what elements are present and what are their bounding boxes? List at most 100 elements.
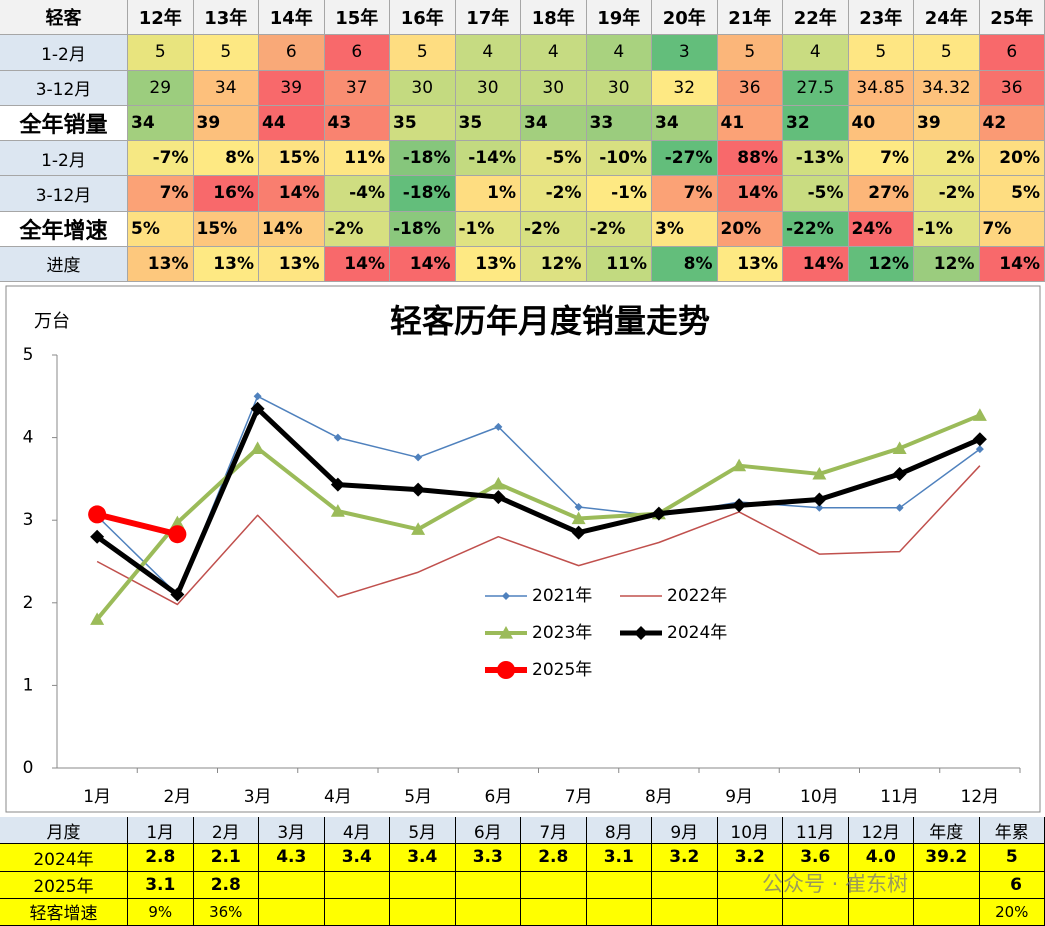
header-cell: 20年 [652, 0, 718, 36]
data-point [494, 422, 503, 431]
table-cell [717, 898, 783, 926]
data-point [815, 503, 824, 512]
table-cell: 5 [848, 35, 914, 71]
table-cell: 3.1 [586, 844, 652, 872]
data-point [812, 466, 827, 480]
y-tick-label: 2 [23, 593, 34, 613]
table-cell: 15% [259, 141, 325, 177]
data-point [732, 498, 747, 513]
table-cell: 13% [259, 246, 325, 282]
table-cell: 13% [193, 246, 259, 282]
x-tick-label: 8月 [645, 787, 673, 807]
x-tick-label: 4月 [324, 787, 352, 807]
legend-label: 2025年 [532, 660, 592, 680]
row-label: 2024年 [0, 844, 128, 872]
table-cell: -1% [914, 211, 980, 247]
data-point [972, 432, 987, 447]
x-tick-label: 2月 [163, 787, 191, 807]
table-cell: 14% [783, 246, 849, 282]
table-cell [324, 871, 390, 899]
table-cell [848, 898, 914, 926]
watermark: 公众号 · 崔东树 [762, 868, 908, 898]
header-cell: 17年 [455, 0, 521, 36]
table-cell: 20% [717, 211, 783, 247]
legend-label: 2024年 [667, 623, 727, 643]
row-label: 1-2月 [0, 35, 128, 71]
table-cell: 3.6 [783, 844, 849, 872]
table-cell: 14% [324, 246, 390, 282]
header-cell: 1月 [128, 817, 194, 845]
header-cell: 月度 [0, 817, 128, 845]
table-cell: 6 [979, 871, 1045, 899]
legend-marker [497, 661, 515, 679]
header-cell: 24年 [914, 0, 980, 36]
table-cell: 4 [521, 35, 587, 71]
y-tick-label: 0 [23, 758, 34, 778]
table-cell: 34 [521, 105, 587, 141]
table-cell: 4 [783, 35, 849, 71]
table-cell [259, 871, 325, 899]
table-cell: 39 [259, 70, 325, 106]
table-cell: -2% [521, 176, 587, 212]
header-cell: 15年 [324, 0, 390, 36]
table-cell: 3.4 [390, 844, 456, 872]
table-cell: 13% [128, 246, 194, 282]
y-tick-label: 5 [23, 345, 34, 365]
data-point [330, 477, 345, 492]
data-point [170, 515, 185, 529]
data-point [491, 490, 506, 505]
row-label: 全年增速 [0, 211, 128, 247]
table-cell: 7% [848, 141, 914, 177]
table-cell [783, 871, 849, 899]
chart-frame [5, 285, 1041, 813]
header-cell: 13年 [193, 0, 259, 36]
table-cell [848, 871, 914, 899]
x-tick-label: 11月 [880, 787, 919, 807]
table-cell: -10% [586, 141, 652, 177]
table-cell: -5% [521, 141, 587, 177]
legend-marker [634, 626, 648, 640]
table-cell: 36% [193, 898, 259, 926]
table-cell: 2.8 [521, 844, 587, 872]
table-cell: -18% [390, 176, 456, 212]
table-cell: 3% [652, 211, 718, 247]
table-cell: 27% [848, 176, 914, 212]
header-cell: 18年 [521, 0, 587, 36]
row-label: 3-12月 [0, 176, 128, 212]
table-cell [652, 898, 718, 926]
table-cell: 3.4 [324, 844, 390, 872]
table-cell: 36 [717, 70, 783, 106]
table-cell: 30 [521, 70, 587, 106]
legend-label: 2023年 [532, 623, 592, 643]
table-cell: -7% [128, 141, 194, 177]
header-cell: 10月 [717, 817, 783, 845]
series-line [96, 465, 981, 606]
table-cell: -1% [586, 176, 652, 212]
header-cell: 9月 [652, 817, 718, 845]
table-cell: 30 [586, 70, 652, 106]
table-cell: 14% [390, 246, 456, 282]
table-cell: 3.3 [455, 844, 521, 872]
y-axis-label: 万台 [34, 311, 70, 332]
header-cell: 19年 [586, 0, 652, 36]
data-point [250, 441, 265, 454]
table-cell: 5 [193, 35, 259, 71]
table-cell: -14% [455, 141, 521, 177]
table-cell: 4.0 [848, 844, 914, 872]
table-cell: 40 [848, 105, 914, 141]
table-cell: 5 [390, 35, 456, 71]
table-cell [455, 871, 521, 899]
table-cell: 36 [979, 70, 1045, 106]
table-cell: 4 [586, 35, 652, 71]
data-point [491, 476, 506, 490]
header-cell: 6月 [455, 817, 521, 845]
x-tick-label: 12月 [961, 787, 1000, 807]
table-cell: 43 [324, 105, 390, 141]
table-cell [259, 898, 325, 926]
x-tick-label: 9月 [725, 787, 753, 807]
header-cell: 轻客 [0, 0, 128, 36]
data-point [411, 522, 426, 535]
table-cell: 29 [128, 70, 194, 106]
